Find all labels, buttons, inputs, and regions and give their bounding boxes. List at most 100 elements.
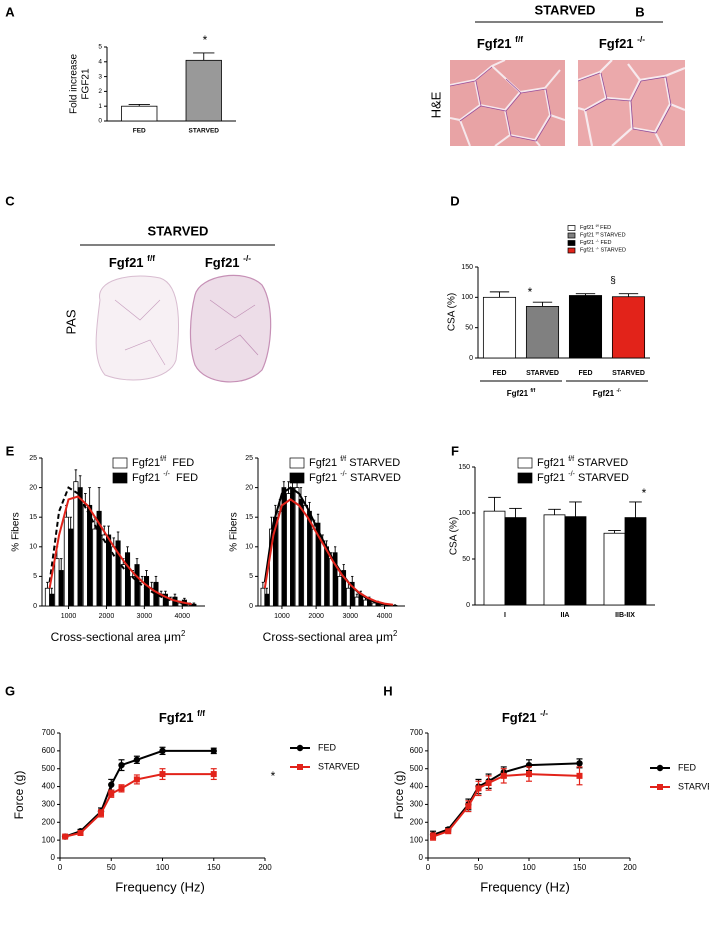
bar — [49, 593, 55, 607]
legend-label: STARVED — [678, 781, 709, 791]
marker — [118, 761, 125, 769]
x-tick-label: FED — [579, 370, 593, 377]
annotation: * — [203, 33, 208, 47]
legend-swatch — [567, 232, 576, 239]
bar — [324, 546, 329, 607]
marker — [159, 747, 166, 755]
panel-label: H — [383, 683, 392, 698]
bar — [371, 602, 377, 607]
marker — [526, 771, 532, 778]
y-tick-label: 100 — [461, 294, 473, 301]
bar — [611, 296, 646, 359]
legend-swatch — [289, 457, 305, 469]
marker — [576, 760, 583, 767]
marker — [108, 790, 115, 797]
bar — [191, 603, 197, 607]
marker — [98, 810, 104, 817]
bar — [121, 105, 158, 122]
text-part: STARVED — [575, 472, 629, 484]
bar — [303, 504, 308, 607]
x-tick-label: 200 — [623, 863, 637, 872]
bar — [346, 587, 351, 607]
panel-label: G — [5, 683, 15, 698]
legend-swatch — [567, 247, 576, 254]
figure-title: STARVED — [535, 2, 596, 17]
legend-label: Fgf21 f/f STARVED — [537, 455, 628, 469]
bar — [73, 481, 79, 607]
legend-swatch — [112, 472, 128, 484]
legend-label: Fgf21 f/f FED — [580, 224, 611, 232]
x-tick-label: 1000 — [61, 613, 77, 620]
y-tick-label: 0 — [469, 355, 473, 362]
y-tick-label: 25 — [29, 455, 37, 462]
marker — [159, 771, 166, 778]
superscript: -/- — [340, 470, 347, 478]
marker — [656, 764, 664, 772]
bar — [392, 605, 398, 607]
y-axis-label: % Fibers — [229, 512, 240, 551]
legend-swatch — [517, 457, 533, 469]
y-tick-label: 200 — [410, 817, 424, 826]
bar — [543, 514, 566, 606]
y-tick-label: 150 — [458, 464, 470, 471]
x-tick-label: I — [504, 612, 506, 619]
bar — [63, 516, 69, 607]
figure-title: STARVED — [148, 223, 209, 238]
text-part: Fgf21 — [593, 389, 617, 398]
marker — [210, 771, 217, 778]
legend-label: Fgf21 -/- STARVED — [309, 470, 401, 484]
bar — [124, 552, 131, 607]
annotation: § — [610, 276, 616, 287]
x-axis-label: Cross-sectional area μm2 — [51, 629, 186, 645]
y-tick-label: 20 — [29, 484, 37, 491]
text-part: FED — [599, 240, 612, 246]
superscript: f/f — [340, 455, 346, 463]
series-line — [64, 749, 214, 838]
marker — [133, 756, 141, 763]
superscript: -/- — [568, 470, 575, 478]
x-tick-label: 4000 — [174, 613, 190, 620]
superscript: f/f — [596, 231, 599, 235]
row-label: PAS — [63, 309, 78, 334]
superscript: 2 — [181, 629, 185, 638]
marker — [445, 828, 452, 835]
bar — [337, 576, 343, 607]
bar — [92, 528, 98, 607]
x-axis-label: Cross-sectional area μm2 — [263, 629, 398, 645]
legend-label: Fgf21 -/- FED — [580, 239, 612, 247]
group-label: Fgf21 -/- — [593, 388, 622, 398]
superscript: f/f — [568, 455, 574, 463]
y-tick-label: 600 — [42, 746, 56, 755]
series-line — [64, 773, 214, 838]
y-axis-label: Force (g) — [392, 771, 406, 820]
y-tick-label: 0 — [98, 118, 102, 125]
bar — [134, 564, 140, 607]
legend-label: Fgf21f/f FED — [132, 455, 194, 469]
legend-swatch — [567, 225, 576, 231]
text-part: Fgf21 — [507, 389, 531, 398]
annotation: * — [642, 486, 647, 500]
series-line — [432, 762, 580, 836]
bar — [311, 528, 317, 607]
superscript: -/- — [616, 388, 621, 394]
legend-swatch — [517, 472, 533, 484]
superscript: -/- — [596, 246, 600, 250]
fit-curve — [263, 498, 394, 606]
y-tick-label: 100 — [410, 835, 424, 844]
y-tick-label: 0 — [51, 853, 56, 862]
superscript: -/- — [243, 253, 251, 263]
text-part: Fgf21 — [537, 457, 568, 469]
marker — [500, 772, 507, 779]
superscript: 2 — [393, 629, 397, 638]
text-part: Cross-sectional area μm — [51, 630, 181, 644]
pas-image-ko — [189, 274, 272, 383]
bar — [564, 516, 587, 606]
bar — [298, 499, 304, 607]
y-axis-label: Fold increase — [69, 54, 80, 114]
text-part: Fgf21 — [580, 233, 596, 239]
x-tick-label: 150 — [207, 863, 221, 872]
y-tick-label: 100 — [42, 835, 56, 844]
bar — [143, 576, 150, 607]
he-image-ff — [450, 60, 565, 146]
column-label: Fgf21 f/f — [477, 34, 523, 51]
